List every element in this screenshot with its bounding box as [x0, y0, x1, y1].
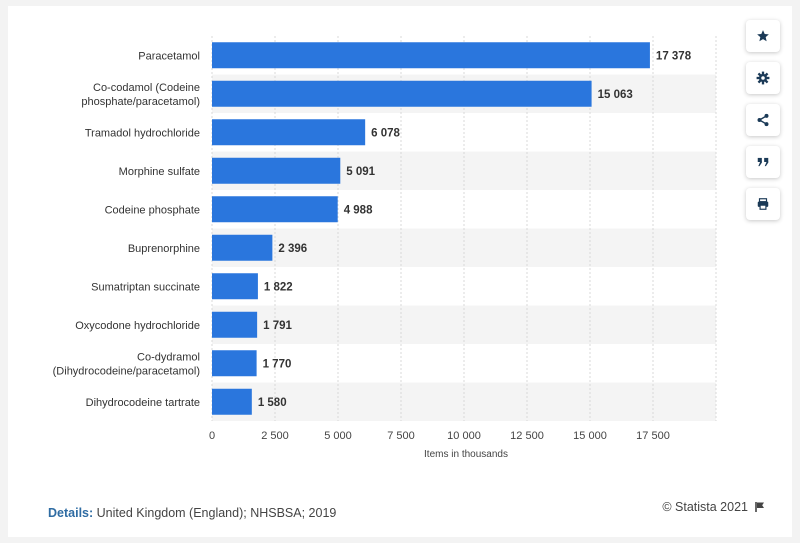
x-axis-title: Items in thousands	[424, 449, 508, 460]
value-label: 15 063	[598, 89, 633, 101]
print-button[interactable]	[746, 188, 780, 220]
print-icon	[757, 198, 769, 210]
star-icon	[757, 30, 769, 42]
bar	[212, 196, 338, 223]
value-label: 5 091	[346, 166, 375, 178]
bar	[212, 273, 258, 300]
bar	[212, 388, 252, 415]
credit-text: © Statista 2021	[662, 500, 748, 514]
category-label: Paracetamol	[138, 50, 200, 62]
favorite-button[interactable]	[746, 20, 780, 52]
category-label: Oxycodone hydrochloride	[75, 320, 200, 332]
share-icon	[757, 113, 769, 127]
bar	[212, 42, 650, 69]
share-button[interactable]	[746, 104, 780, 136]
bar	[212, 311, 258, 338]
category-label: Codeine phosphate	[105, 204, 200, 216]
chart-details: Details: United Kingdom (England); NHSBS…	[48, 506, 336, 520]
x-tick-label: 7 500	[387, 430, 415, 442]
bar	[212, 80, 592, 107]
flag-icon	[755, 502, 764, 512]
value-label: 1 580	[258, 397, 287, 409]
x-tick-label: 15 000	[573, 430, 607, 442]
cite-button[interactable]	[746, 146, 780, 178]
bar	[212, 350, 257, 377]
category-label: Buprenorphine	[128, 243, 200, 255]
value-label: 1 822	[264, 281, 293, 293]
gear-icon	[756, 71, 770, 85]
x-tick-label: 10 000	[447, 430, 481, 442]
details-text: United Kingdom (England); NHSBSA; 2019	[96, 506, 337, 520]
chart-card: 0 2 500 5 000 7 500 10 000 12 500 15 000 17 500…	[8, 6, 792, 537]
category-label: Co-codamol (Codeine phosphate/paracetamol…	[81, 82, 200, 108]
x-tick-label: 2 500	[261, 430, 289, 442]
category-label: Dihydrocodeine tartrate	[86, 397, 200, 409]
value-label: 1 770	[263, 358, 292, 370]
value-label: 6 078	[371, 127, 400, 139]
value-label: 4 988	[344, 204, 373, 216]
chart-toolbar	[746, 20, 780, 230]
category-label: Morphine sulfate	[119, 166, 200, 178]
bar	[212, 234, 273, 261]
x-tick-label: 0	[209, 430, 215, 442]
bar-chart: 0 2 500 5 000 7 500 10 000 12 500 15 000 17 500…	[53, 36, 717, 460]
x-tick-label: 17 500	[636, 430, 670, 442]
category-label: Tramadol hydrochloride	[85, 127, 200, 139]
statista-credit[interactable]: © Statista 2021	[662, 500, 766, 514]
category-label: Sumatriptan succinate	[91, 281, 200, 293]
value-label: 1 791	[263, 320, 292, 332]
bar	[212, 157, 341, 184]
x-tick-label: 5 000	[324, 430, 352, 442]
details-label: Details:	[48, 506, 94, 520]
settings-button[interactable]	[746, 62, 780, 94]
bar	[212, 119, 366, 146]
x-tick-label: 12 500	[510, 430, 544, 442]
category-label: Co-dydramol (Dihydrocodeine/paracetamol)	[53, 351, 200, 377]
quote-icon	[757, 157, 769, 167]
value-label: 2 396	[278, 243, 307, 255]
value-label: 17 378	[656, 50, 692, 62]
